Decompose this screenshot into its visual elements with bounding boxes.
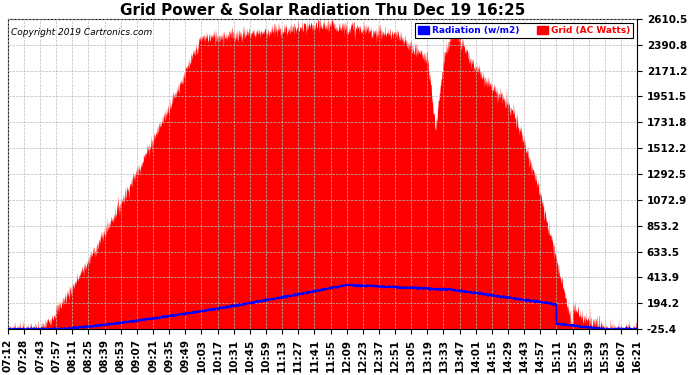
Title: Grid Power & Solar Radiation Thu Dec 19 16:25: Grid Power & Solar Radiation Thu Dec 19 … [120,3,525,18]
Legend: Radiation (w/m2), Grid (AC Watts): Radiation (w/m2), Grid (AC Watts) [415,24,633,38]
Text: Copyright 2019 Cartronics.com: Copyright 2019 Cartronics.com [11,28,152,37]
